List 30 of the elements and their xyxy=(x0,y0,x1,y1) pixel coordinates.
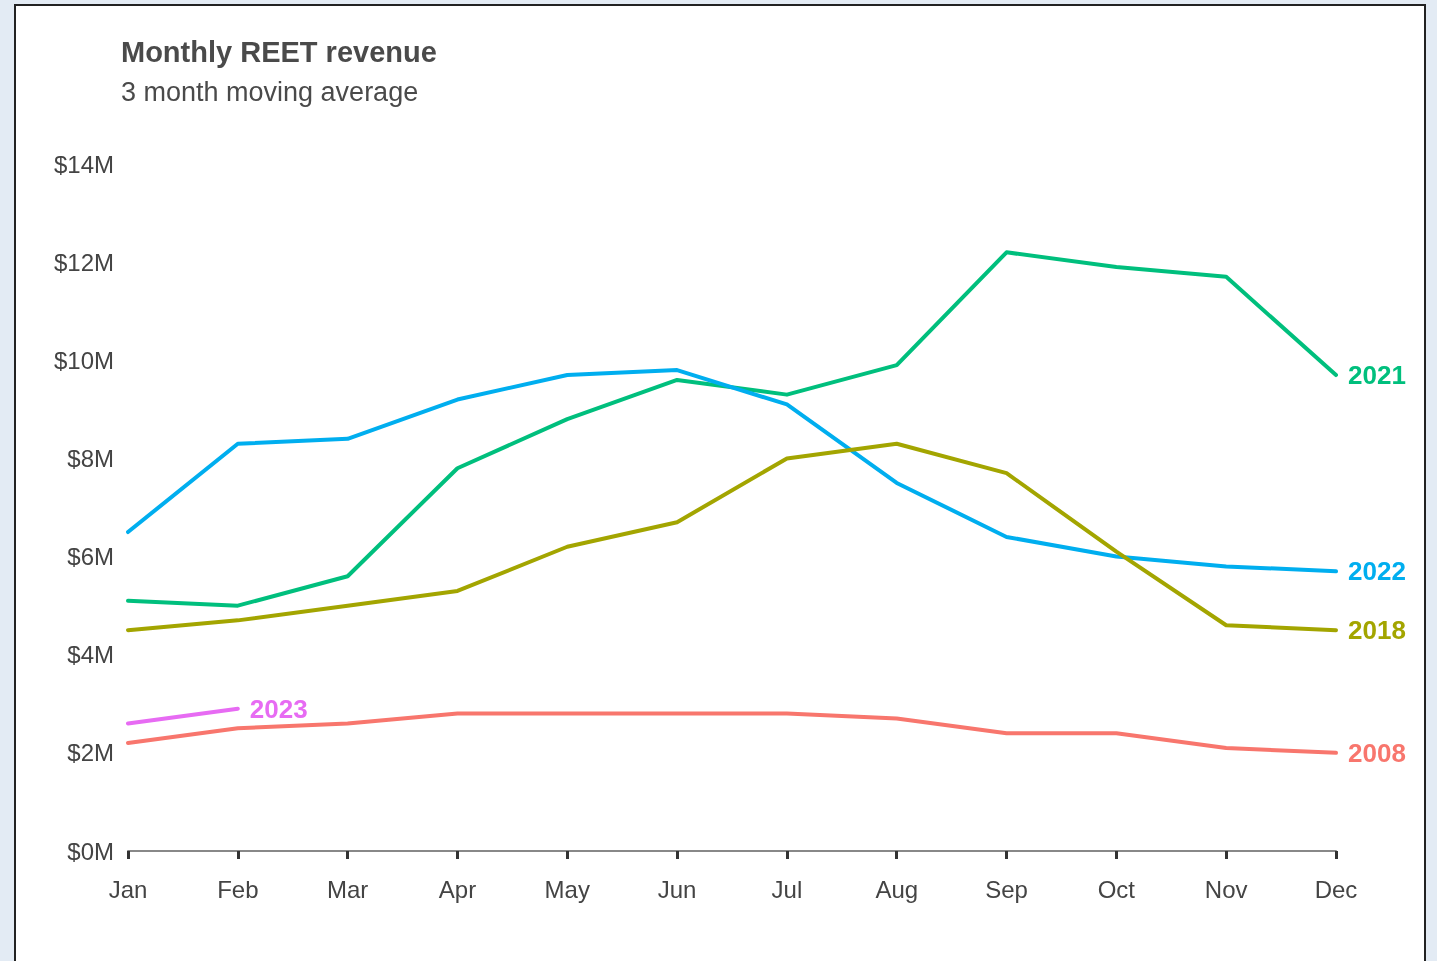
x-tick-label: Apr xyxy=(438,875,477,903)
x-tick-label: Aug xyxy=(875,875,919,903)
x-tick-label: Jun xyxy=(657,875,697,903)
y-tick-label: $10M xyxy=(53,346,114,374)
series-label: 2021 xyxy=(1348,360,1406,391)
y-tick-label: $6M xyxy=(67,543,114,571)
x-tick-label: Mar xyxy=(326,875,369,903)
y-tick-label: $2M xyxy=(67,739,114,767)
chart-subtitle: 3 month moving average xyxy=(121,76,419,107)
x-tick-label: Jul xyxy=(771,875,803,903)
chart-title: Monthly REET revenue xyxy=(121,35,437,68)
y-tick-label: $8M xyxy=(67,444,114,472)
line-series xyxy=(126,441,1338,633)
x-tick-label: Jan xyxy=(108,875,148,903)
x-tick-label: Nov xyxy=(1204,875,1248,903)
series-label: 2018 xyxy=(1348,615,1406,646)
x-tick-label: Oct xyxy=(1097,875,1136,903)
series-label: 2022 xyxy=(1348,556,1406,587)
x-tick-label: Feb xyxy=(217,875,259,903)
series-label: 2008 xyxy=(1348,737,1406,768)
series-label: 2023 xyxy=(249,693,308,724)
x-tick-label: Sep xyxy=(985,875,1028,903)
y-tick-label: $14M xyxy=(53,150,114,178)
line-series xyxy=(126,250,1338,608)
x-tick-label: May xyxy=(544,875,590,903)
line-series xyxy=(126,368,1338,574)
y-tick-label: $12M xyxy=(53,248,114,276)
y-tick-label: $0M xyxy=(67,837,114,865)
x-tick-label: Dec xyxy=(1314,875,1358,903)
y-tick-label: $4M xyxy=(67,641,114,669)
